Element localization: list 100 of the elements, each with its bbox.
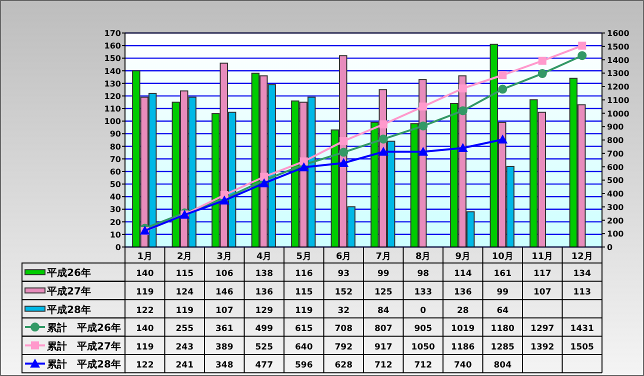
y-tick-label: 40: [110, 192, 122, 202]
data-label: 255: [176, 324, 194, 334]
y-tick-label: 150: [104, 54, 122, 64]
y-tick-label: 20: [110, 218, 122, 227]
data-label: 64: [496, 306, 509, 316]
data-label: 905: [414, 324, 432, 334]
data-label: 917: [374, 342, 392, 352]
data-label: 122: [136, 306, 154, 316]
point: [378, 146, 388, 156]
y-tick-label: 30: [110, 205, 122, 214]
data-label: 477: [255, 360, 274, 371]
data-label: 124: [176, 287, 194, 298]
data-label: 241: [176, 360, 194, 371]
x-tick-label: 7月: [376, 251, 392, 262]
y-tick-label: 170: [104, 29, 122, 38]
data-label: 136: [454, 287, 472, 298]
data-label: 161: [494, 269, 512, 280]
data-label: 1050: [411, 342, 436, 352]
data-label: 140: [136, 324, 154, 334]
legend-label: 累計 平成28年: [46, 358, 121, 371]
y-tick-label: 110: [104, 104, 122, 114]
data-label: 1297: [530, 324, 554, 334]
y2-tick-label: 1400: [607, 56, 630, 65]
data-label: 596: [295, 360, 313, 371]
legend-label: 累計 平成27年: [46, 340, 121, 352]
y2-tick-label: 700: [607, 149, 624, 158]
point: [260, 172, 268, 181]
data-label: 115: [176, 269, 194, 280]
point: [338, 158, 349, 168]
data-label: 134: [573, 269, 592, 280]
data-label: 1431: [570, 324, 594, 334]
data-label: 93: [338, 269, 350, 280]
data-label: 119: [136, 342, 154, 352]
legend-label: 平成26年: [46, 267, 91, 280]
y2-tick-label: 200: [607, 216, 624, 226]
data-label: 792: [334, 342, 353, 352]
y2-tick-label: 1600: [607, 29, 630, 38]
data-label: 1285: [490, 342, 515, 352]
data-label: 804: [494, 360, 512, 371]
data-label: 115: [295, 287, 313, 298]
data-label: 133: [414, 287, 432, 298]
point: [418, 146, 428, 156]
y2-tick-label: 400: [607, 190, 624, 198]
x-tick-label: 10月: [492, 251, 514, 262]
data-label: 107: [534, 287, 552, 298]
data-label: 138: [255, 269, 274, 280]
data-label: 119: [295, 306, 313, 316]
data-label: 712: [414, 360, 432, 371]
data-label: 615: [295, 324, 313, 334]
point: [538, 69, 547, 78]
data-label: 122: [136, 360, 154, 371]
data-label: 99: [496, 287, 509, 298]
data-label: 1019: [451, 324, 475, 334]
y2-tick-label: 1200: [607, 82, 630, 92]
y2-tick-label: 1500: [607, 42, 630, 52]
data-label: 152: [334, 287, 353, 298]
y-tick-label: 10: [110, 230, 122, 240]
data-label: 113: [573, 287, 592, 298]
point: [458, 106, 468, 116]
y-tick-label: 0: [115, 243, 122, 252]
y-tick-label: 140: [104, 66, 122, 76]
point: [379, 120, 388, 128]
y2-tick-label: 1300: [607, 69, 630, 78]
data-label: 712: [374, 360, 392, 371]
point: [259, 178, 270, 188]
point: [498, 71, 507, 80]
point: [578, 42, 586, 50]
data-label: 807: [374, 324, 392, 334]
point: [300, 157, 308, 166]
point: [378, 134, 388, 144]
point: [578, 51, 587, 60]
data-label: 98: [417, 269, 430, 280]
data-label: 525: [255, 342, 274, 352]
data-label: 117: [534, 269, 552, 280]
x-tick-label: 4月: [256, 251, 272, 262]
y2-tick-label: 600: [607, 162, 624, 172]
data-label: 140: [136, 269, 154, 280]
y-tick-label: 60: [110, 167, 122, 176]
point: [498, 84, 508, 94]
x-tick-label: 6月: [336, 251, 352, 262]
data-label: 1186: [451, 342, 475, 352]
data-label: 361: [216, 324, 234, 334]
data-label: 0: [420, 306, 426, 316]
data-label: 348: [216, 360, 234, 371]
x-tick-label: 3月: [216, 251, 232, 262]
legend-label: 累計 平成26年: [46, 322, 121, 334]
y2-tick-label: 100: [607, 230, 624, 239]
point: [458, 84, 467, 92]
data-label: 32: [338, 306, 350, 316]
y-tick-label: 120: [104, 92, 122, 101]
data-label: 107: [216, 306, 234, 316]
data-label: 740: [454, 360, 472, 371]
data-label: 99: [377, 269, 390, 280]
data-label: 146: [216, 287, 234, 298]
y-tick-label: 90: [110, 130, 122, 139]
y-tick-label: 50: [110, 180, 122, 190]
data-label: 114: [454, 269, 472, 280]
point: [498, 134, 508, 144]
data-label: 125: [374, 287, 392, 298]
y-tick-label: 160: [104, 42, 122, 51]
